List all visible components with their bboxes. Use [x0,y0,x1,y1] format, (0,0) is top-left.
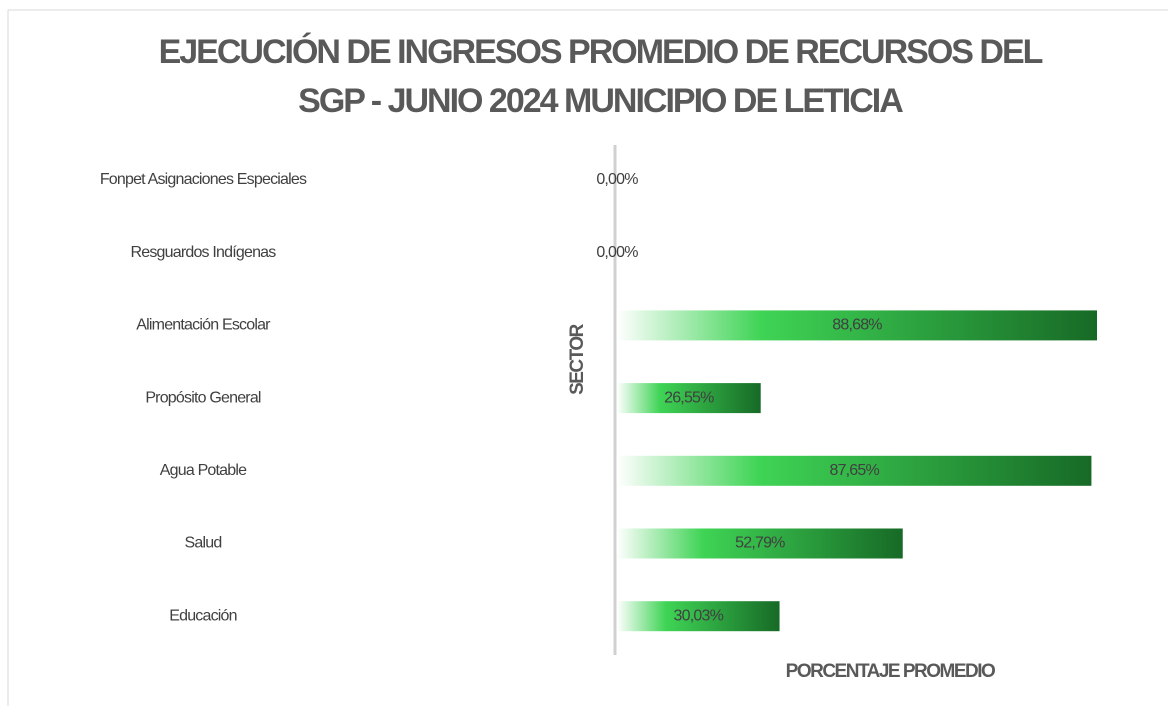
y-tick-label: Propósito General [145,389,261,406]
value-label: 52,79% [735,535,785,552]
value-label: 87,65% [829,462,879,479]
y-tick-label: Educación [169,607,237,624]
y-axis-label: SECTOR [567,323,588,395]
bar [617,528,903,559]
y-tick-label: Agua Potable [160,462,247,479]
bar [617,455,1092,486]
bar [617,601,780,632]
x-axis-label: PORCENTAJE PROMEDIO [786,661,995,682]
y-tick-label: Alimentación Escolar [136,317,271,334]
bar [617,383,761,414]
y-tick-label: Resguardos Indígenas [130,244,276,261]
y-tick-label: Fonpet Asignaciones Especiales [100,171,307,188]
value-label: 30,03% [674,607,724,624]
value-label: 26,55% [664,389,714,406]
chart-title: EJECUCIÓN DE INGRESOS PROMEDIO DE RECURS… [158,33,1044,120]
value-label: 0,00% [596,171,638,188]
bar [617,310,1097,341]
y-tick-label: Salud [185,535,222,552]
value-label: 0,00% [596,244,638,261]
value-label: 88,68% [832,317,882,334]
